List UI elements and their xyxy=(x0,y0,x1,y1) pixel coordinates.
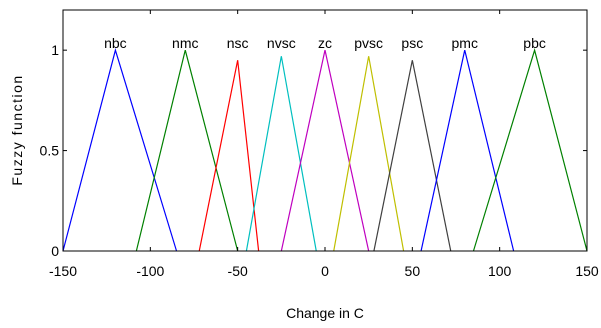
x-tick-label: -150 xyxy=(49,263,77,279)
series-line-zc xyxy=(280,50,370,252)
membership-labels: nbc nmc nsc nvsc zc pvsc psc pmc pbc xyxy=(104,35,546,51)
x-axis-label: Change in C xyxy=(286,305,364,321)
series-line-pbc xyxy=(472,47,588,252)
series-line-nvsc xyxy=(245,56,317,252)
series-layer xyxy=(62,47,588,252)
series-label-psc: psc xyxy=(401,35,423,51)
series-line-nsc xyxy=(198,60,260,252)
series-label-nbc: nbc xyxy=(104,35,127,51)
x-tick-label: 100 xyxy=(488,263,512,279)
series-label-nmc: nmc xyxy=(172,35,198,51)
series-line-nbc xyxy=(62,47,178,252)
y-axis-label: Fuzzy function xyxy=(9,74,25,185)
x-tick-label: 50 xyxy=(405,263,421,279)
y-tick-label: 1 xyxy=(51,42,59,58)
series-label-pvsc: pvsc xyxy=(354,35,383,51)
x-tick-label: -100 xyxy=(136,263,164,279)
x-axis-ticks: -150 -100 -50 0 50 100 150 xyxy=(49,10,599,279)
series-label-pmc: pmc xyxy=(452,35,478,51)
series-line-psc xyxy=(373,60,452,252)
x-tick-label: -50 xyxy=(228,263,248,279)
series-label-nsc: nsc xyxy=(227,35,249,51)
series-label-nvsc: nvsc xyxy=(267,35,296,51)
series-line-pvsc xyxy=(333,56,405,252)
y-axis-ticks: 00.51 xyxy=(40,42,587,259)
x-tick-label: 0 xyxy=(321,263,329,279)
series-line-nmc xyxy=(135,50,239,252)
series-line-pmc xyxy=(420,50,515,252)
series-label-zc: zc xyxy=(318,35,332,51)
y-tick-label: 0.5 xyxy=(40,143,60,159)
x-tick-label: 150 xyxy=(575,263,599,279)
series-label-pbc: pbc xyxy=(523,35,546,51)
y-tick-label: 0 xyxy=(51,243,59,259)
